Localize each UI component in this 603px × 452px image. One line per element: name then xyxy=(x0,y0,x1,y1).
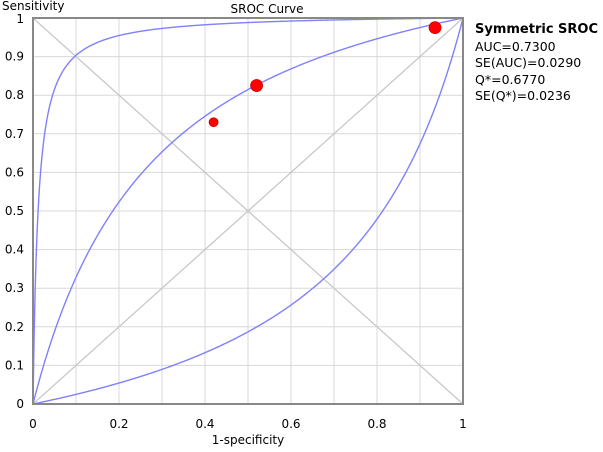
data-point xyxy=(428,21,442,35)
x-axis-label: 1-specificity xyxy=(212,433,284,447)
data-point xyxy=(250,79,264,92)
y-tick-label: 1 xyxy=(16,12,24,26)
legend-q: Q*=0.6770 xyxy=(475,71,546,87)
x-tick-label: 0.8 xyxy=(367,417,386,431)
legend-se-auc: SE(AUC)=0.0290 xyxy=(475,55,582,70)
y-tick-label: 0.3 xyxy=(5,281,24,295)
x-tick-label: 0.6 xyxy=(281,417,300,431)
plot-frame xyxy=(32,17,464,405)
anti-diagonal-line xyxy=(32,17,464,405)
y-tick-label: 0.6 xyxy=(5,165,24,179)
y-tick-label: 0.7 xyxy=(5,127,24,141)
sroc-curve-lower xyxy=(32,17,464,405)
sroc-curve-fitted xyxy=(32,17,464,405)
legend-se-q: SE(Q*)=0.0236 xyxy=(475,88,571,103)
y-tick-label: 0.4 xyxy=(5,243,24,257)
x-tick-label: 1 xyxy=(459,417,467,431)
y-axis-label: Sensitivity xyxy=(2,0,64,13)
legend-auc: AUC=0.7300 xyxy=(475,38,556,54)
x-tick-label: 0.4 xyxy=(195,417,214,431)
x-tick-label: 0 xyxy=(29,417,37,431)
y-tick-label: 0.5 xyxy=(5,204,24,218)
data-point xyxy=(208,117,219,128)
x-tick-label: 0.2 xyxy=(109,417,128,431)
y-tick-label: 0 xyxy=(16,397,24,411)
legend-title: Symmetric SROC xyxy=(475,22,599,37)
y-tick-label: 0.9 xyxy=(5,50,24,64)
y-tick-label: 0.2 xyxy=(5,320,24,334)
y-tick-label: 0.8 xyxy=(5,88,24,102)
y-tick-label: 0.1 xyxy=(5,358,24,372)
legend: Symmetric SROC AUC=0.7300 SE(AUC)=0.0290… xyxy=(475,22,598,105)
chart-title: SROC Curve xyxy=(231,2,304,16)
